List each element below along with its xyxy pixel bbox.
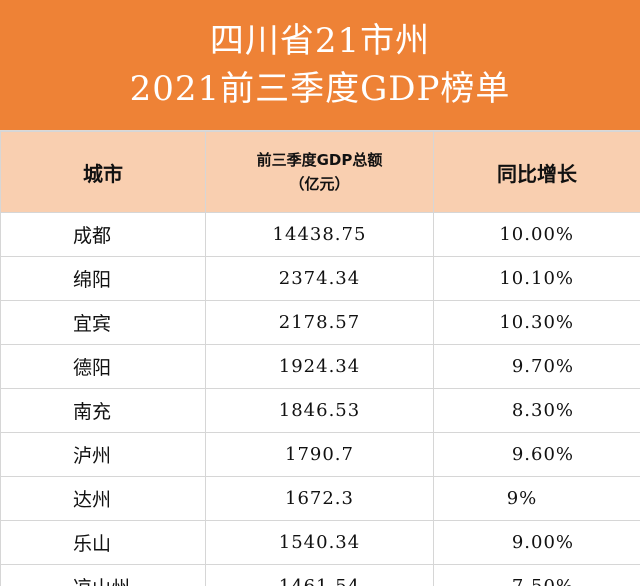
- growth-cell: 10.00%: [433, 212, 640, 257]
- growth-cell: 10.30%: [433, 300, 640, 345]
- city-cell: 南充: [0, 388, 206, 433]
- header-row: 城市 前三季度GDP总额 （亿元） 同比增长: [0, 131, 640, 213]
- gdp-cell: 1790.7: [205, 432, 434, 477]
- city-cell: 凉山州: [0, 564, 206, 586]
- gdp-cell: 1461.54: [205, 564, 434, 586]
- growth-cell: 9.70%: [433, 344, 640, 389]
- title-line-2: 2021前三季度GDP榜单: [129, 69, 511, 109]
- city-cell: 达州: [0, 476, 206, 521]
- header-growth: 同比增长: [433, 131, 640, 213]
- city-cell: 绵阳: [0, 256, 206, 301]
- gdp-cell: 14438.75: [205, 212, 434, 257]
- city-cell: 泸州: [0, 432, 206, 477]
- table-row: 德阳 1924.34 9.70%: [0, 344, 640, 389]
- title-banner: 四川省21市州 2021前三季度GDP榜单: [0, 0, 640, 131]
- table-row: 南充 1846.53 8.30%: [0, 388, 640, 433]
- header-gdp: 前三季度GDP总额 （亿元）: [205, 131, 434, 213]
- table-header: 城市 前三季度GDP总额 （亿元） 同比增长: [0, 131, 640, 213]
- table-row: 凉山州 1461.54 7.50%: [0, 564, 640, 586]
- growth-cell: 9.60%: [433, 432, 640, 477]
- growth-cell: 10.10%: [433, 256, 640, 301]
- gdp-cell: 1924.34: [205, 344, 434, 389]
- table-row: 绵阳 2374.34 10.10%: [0, 256, 640, 301]
- growth-cell: 9.00%: [433, 520, 640, 565]
- gdp-table: 城市 前三季度GDP总额 （亿元） 同比增长 成都 14438.75 10.00…: [0, 131, 640, 586]
- header-gdp-line2: （亿元）: [289, 175, 350, 193]
- table-row: 达州 1672.3 9%: [0, 476, 640, 521]
- table-row: 成都 14438.75 10.00%: [0, 212, 640, 257]
- table-body: 成都 14438.75 10.00% 绵阳 2374.34 10.10% 宜宾 …: [0, 212, 640, 586]
- gdp-cell: 1846.53: [205, 388, 434, 433]
- growth-cell: 8.30%: [433, 388, 640, 433]
- gdp-cell: 1672.3: [205, 476, 434, 521]
- city-cell: 德阳: [0, 344, 206, 389]
- growth-cell: 7.50%: [433, 564, 640, 586]
- header-city: 城市: [0, 131, 206, 213]
- table-row: 宜宾 2178.57 10.30%: [0, 300, 640, 345]
- city-cell: 宜宾: [0, 300, 206, 345]
- title-line-1: 四川省21市州: [209, 21, 431, 61]
- header-gdp-line1: 前三季度GDP总额: [256, 151, 383, 169]
- table-row: 乐山 1540.34 9.00%: [0, 520, 640, 565]
- growth-cell: 9%: [433, 476, 640, 521]
- city-cell: 成都: [0, 212, 206, 257]
- gdp-cell: 1540.34: [205, 520, 434, 565]
- table-row: 泸州 1790.7 9.60%: [0, 432, 640, 477]
- gdp-cell: 2374.34: [205, 256, 434, 301]
- city-cell: 乐山: [0, 520, 206, 565]
- gdp-cell: 2178.57: [205, 300, 434, 345]
